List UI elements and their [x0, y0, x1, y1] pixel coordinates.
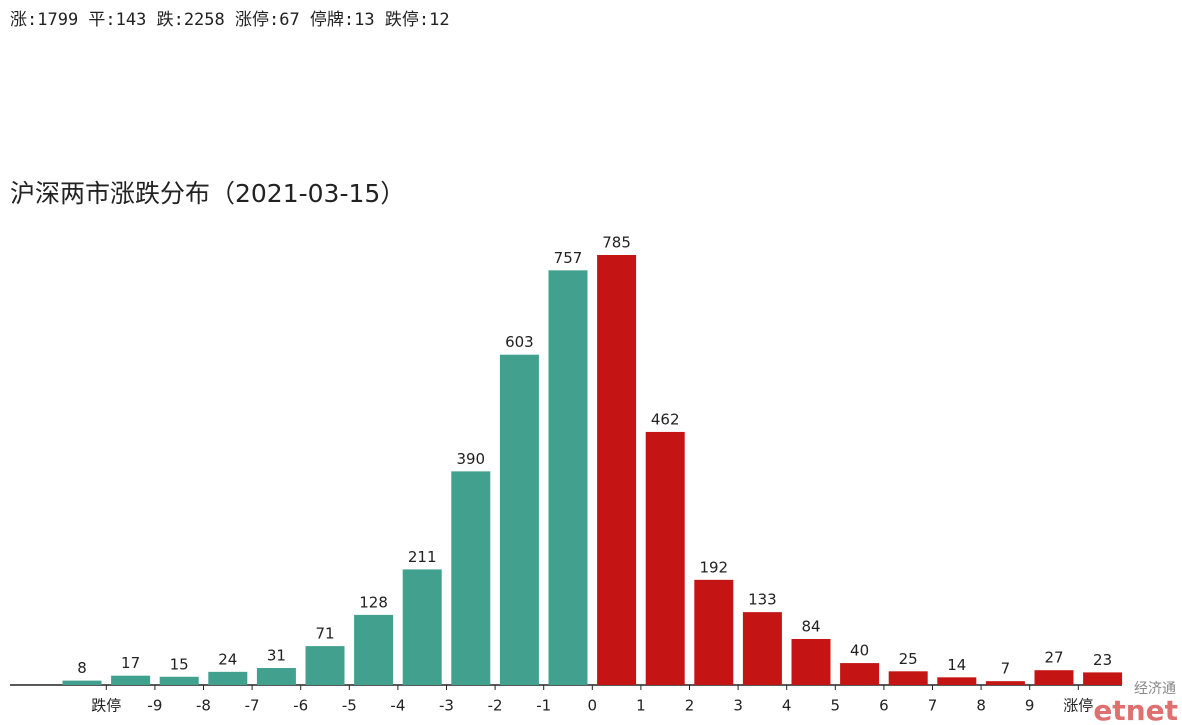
value-label: 8	[77, 659, 87, 677]
bar	[937, 677, 977, 685]
value-label: 17	[121, 654, 140, 672]
value-label: 27	[1044, 649, 1063, 667]
value-label: 390	[456, 450, 485, 468]
bar	[548, 270, 588, 685]
bar	[597, 255, 637, 685]
bar	[111, 675, 151, 685]
bar	[694, 579, 734, 685]
x-tick-label: -3	[439, 697, 454, 715]
bar	[256, 668, 296, 685]
value-label: 211	[408, 548, 437, 566]
value-label: 25	[899, 650, 918, 668]
value-label: 7	[1001, 660, 1011, 678]
value-label: 31	[267, 647, 286, 665]
bar	[1083, 672, 1123, 685]
watermark-text: 经济通	[1134, 681, 1176, 697]
bar	[402, 569, 442, 685]
x-tick-label: 6	[879, 697, 889, 715]
x-tick-label: -7	[245, 697, 260, 715]
x-tick-label: -8	[196, 697, 211, 715]
value-label: 71	[315, 625, 334, 643]
bar	[451, 471, 491, 685]
chart-title: 沪深两市涨跌分布（2021-03-15）	[10, 179, 405, 208]
value-label: 23	[1093, 651, 1112, 669]
bar	[840, 663, 880, 685]
value-label: 128	[359, 593, 388, 611]
value-label: 757	[554, 249, 583, 267]
x-tick-label: 3	[733, 697, 743, 715]
value-label: 24	[218, 650, 237, 668]
x-tick-label: -1	[536, 697, 551, 715]
value-label: 462	[651, 410, 680, 428]
x-tick-label: -5	[342, 697, 357, 715]
value-label: 603	[505, 333, 534, 351]
bar	[888, 671, 928, 685]
x-tick-label: -4	[390, 697, 405, 715]
x-tick-label: 7	[928, 697, 938, 715]
x-tick-label: 5	[831, 697, 841, 715]
bar	[742, 612, 782, 685]
bar	[305, 646, 345, 685]
x-tick-label: -9	[147, 697, 162, 715]
bar	[1034, 670, 1074, 685]
value-label: 15	[170, 655, 189, 673]
x-tick-label: 9	[1025, 697, 1035, 715]
bar	[354, 614, 394, 685]
value-label: 192	[699, 558, 728, 576]
x-tick-label: 涨停	[1063, 697, 1093, 715]
value-label: 785	[602, 234, 631, 252]
value-label: 84	[801, 617, 820, 635]
value-label: 40	[850, 642, 869, 660]
bar	[159, 676, 199, 685]
x-tick-label: 0	[588, 697, 598, 715]
x-tick-label: -2	[488, 697, 503, 715]
watermark-brand: etnet	[1093, 694, 1178, 725]
x-tick-label: 2	[685, 697, 695, 715]
bar	[62, 680, 102, 685]
x-tick-label: -6	[293, 697, 308, 715]
value-label: 133	[748, 591, 777, 609]
x-tick-label: 4	[782, 697, 792, 715]
bar	[791, 638, 831, 685]
x-tick-label: 跌停	[91, 697, 121, 715]
bar	[985, 681, 1025, 685]
bar	[208, 671, 248, 685]
value-label: 14	[947, 656, 966, 674]
x-tick-label: 8	[976, 697, 986, 715]
stats-line: 涨:1799 平:143 跌:2258 涨停:67 停牌:13 跌停:12	[10, 10, 450, 30]
bar	[499, 354, 539, 685]
bar	[645, 431, 685, 685]
x-tick-label: 1	[636, 697, 646, 715]
